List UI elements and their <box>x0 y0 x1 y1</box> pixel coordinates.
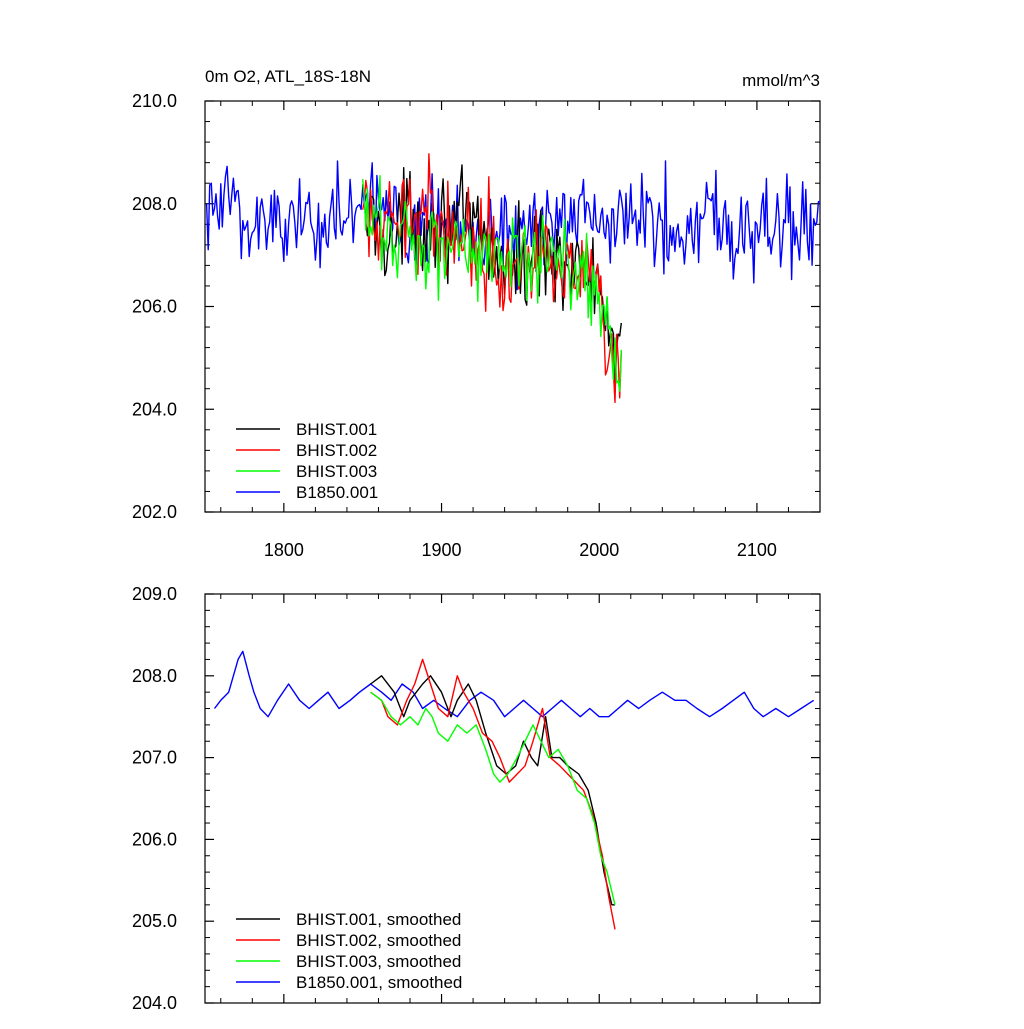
x-tick-label: 1800 <box>264 540 304 560</box>
legend-label: B1850.001, smoothed <box>296 973 462 992</box>
series-line-bhist-003-smoothed <box>370 691 616 905</box>
y-tick-label: 210.0 <box>132 91 177 111</box>
legend-label: BHIST.002, smoothed <box>296 931 461 950</box>
x-tick-label: 2000 <box>579 540 619 560</box>
y-tick-label: 204.0 <box>132 993 177 1013</box>
legend-label: BHIST.002 <box>296 441 377 460</box>
y-tick-label: 202.0 <box>132 502 177 522</box>
units-label: mmol/m^3 <box>742 71 820 90</box>
y-tick-label: 206.0 <box>132 829 177 849</box>
y-tick-label: 208.0 <box>132 666 177 686</box>
y-tick-label: 206.0 <box>132 297 177 317</box>
y-tick-label: 204.0 <box>132 399 177 419</box>
legend-label: BHIST.003 <box>296 462 377 481</box>
bottom-panel: 204.0 205.0 206.0 207.0 208.0 209.0 BHIST.001,… <box>132 584 821 1013</box>
y-tick-label: 207.0 <box>132 748 177 768</box>
plot-frame <box>204 593 821 1004</box>
series-line-b1850-001-smoothed <box>213 650 815 718</box>
chart-title: 0m O2, ATL_18S-18N <box>205 67 371 86</box>
legend-label: BHIST.001 <box>296 420 377 439</box>
y-tick-label: 205.0 <box>132 911 177 931</box>
y-tick-label: 209.0 <box>132 584 177 604</box>
legend-label: BHIST.001, smoothed <box>296 910 461 929</box>
x-tick-label: 2100 <box>737 540 777 560</box>
top-panel: 0m O2, ATL_18S-18N mmol/m^3 202.0 204.0 20… <box>132 67 821 560</box>
x-tick-label: 1900 <box>422 540 462 560</box>
series-line-bhist-003 <box>362 174 622 392</box>
series-line-bhist-001-smoothed <box>370 675 615 906</box>
legend-label: B1850.001 <box>296 483 378 502</box>
series-line-bhist-002-smoothed <box>370 658 616 930</box>
y-tick-label: 208.0 <box>132 194 177 214</box>
legend-label: BHIST.003, smoothed <box>296 952 461 971</box>
series-line-b1850-001 <box>205 160 821 291</box>
